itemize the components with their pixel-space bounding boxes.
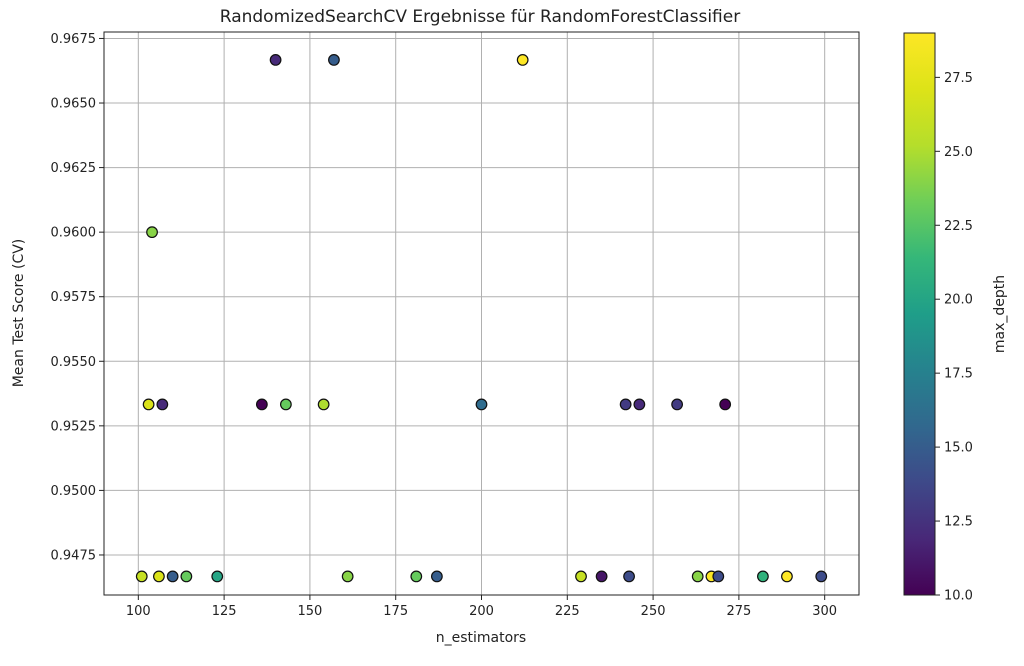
grid-lines [104,32,859,595]
x-tick-label: 250 [641,604,666,619]
data-point [410,570,423,583]
data-point [156,398,169,411]
data-point [279,398,292,411]
data-point [341,570,354,583]
colorbar [903,32,936,596]
colorbar-tick-label: 20.0 [944,293,973,308]
data-point [328,53,340,66]
data-point [671,398,684,411]
data-points [135,53,828,583]
data-point [712,570,725,583]
colorbar-tick-label: 22.5 [944,219,973,234]
colorbar-ticks: 10.0 12.5 15.0 17.5 20.0 22.5 25.0 27.5 [935,71,973,604]
data-point [211,570,224,583]
y-tick-label: 0.9525 [51,419,97,434]
colorbar-tick-label: 12.5 [944,515,973,530]
y-axis-label: Mean Test Score (CV) [11,239,27,388]
data-point [317,398,330,411]
x-tick-label: 175 [383,604,408,619]
data-point [142,398,155,411]
x-tick-label: 225 [555,604,580,619]
data-point [430,570,443,583]
colorbar-tick-label: 27.5 [944,71,973,86]
data-point [575,570,587,583]
data-point [595,570,608,583]
data-point [153,570,165,583]
data-point [269,53,282,66]
data-point [255,398,268,411]
x-tick-label: 100 [126,604,151,619]
colorbar-tick-label: 10.0 [944,589,973,604]
data-point [757,570,769,583]
data-point [516,53,529,66]
data-point [691,570,704,583]
x-tick-label: 125 [212,604,237,619]
colorbar-label: max_depth [992,275,1008,353]
data-point [475,398,488,411]
data-point [623,570,635,583]
y-tick-label: 0.9475 [51,548,97,563]
y-tick-label: 0.9675 [51,32,97,47]
x-tick-label: 275 [726,604,751,619]
colorbar-tick-label: 15.0 [944,441,973,456]
data-point [633,398,646,411]
y-tick-label: 0.9650 [51,97,97,112]
y-tick-label: 0.9550 [51,355,97,370]
colorbar-tick-label: 17.5 [944,367,973,382]
y-tick-label: 0.9600 [51,226,97,241]
x-tick-label: 300 [812,604,837,619]
data-point [135,570,148,583]
x-axis-label: n_estimators [436,630,526,646]
colorbar-tick-label: 25.0 [944,145,973,160]
x-axis-ticks: 100 125 150 175 200 225 250 275 300 [126,595,837,619]
y-tick-label: 0.9625 [51,161,97,176]
data-point [146,226,158,239]
data-point [619,398,632,411]
x-tick-label: 200 [469,604,494,619]
y-axis-ticks: 0.9475 0.9500 0.9525 0.9550 0.9575 0.9600 0.96… [51,32,104,563]
data-point [781,570,793,583]
data-point [815,570,828,583]
chart-title: RandomizedSearchCV Ergebnisse für Random… [220,7,740,27]
data-point [166,570,179,583]
y-tick-label: 0.9575 [51,290,97,305]
x-tick-label: 150 [297,604,322,619]
data-point [180,570,193,583]
y-tick-label: 0.9500 [51,484,97,499]
data-point [719,398,732,411]
